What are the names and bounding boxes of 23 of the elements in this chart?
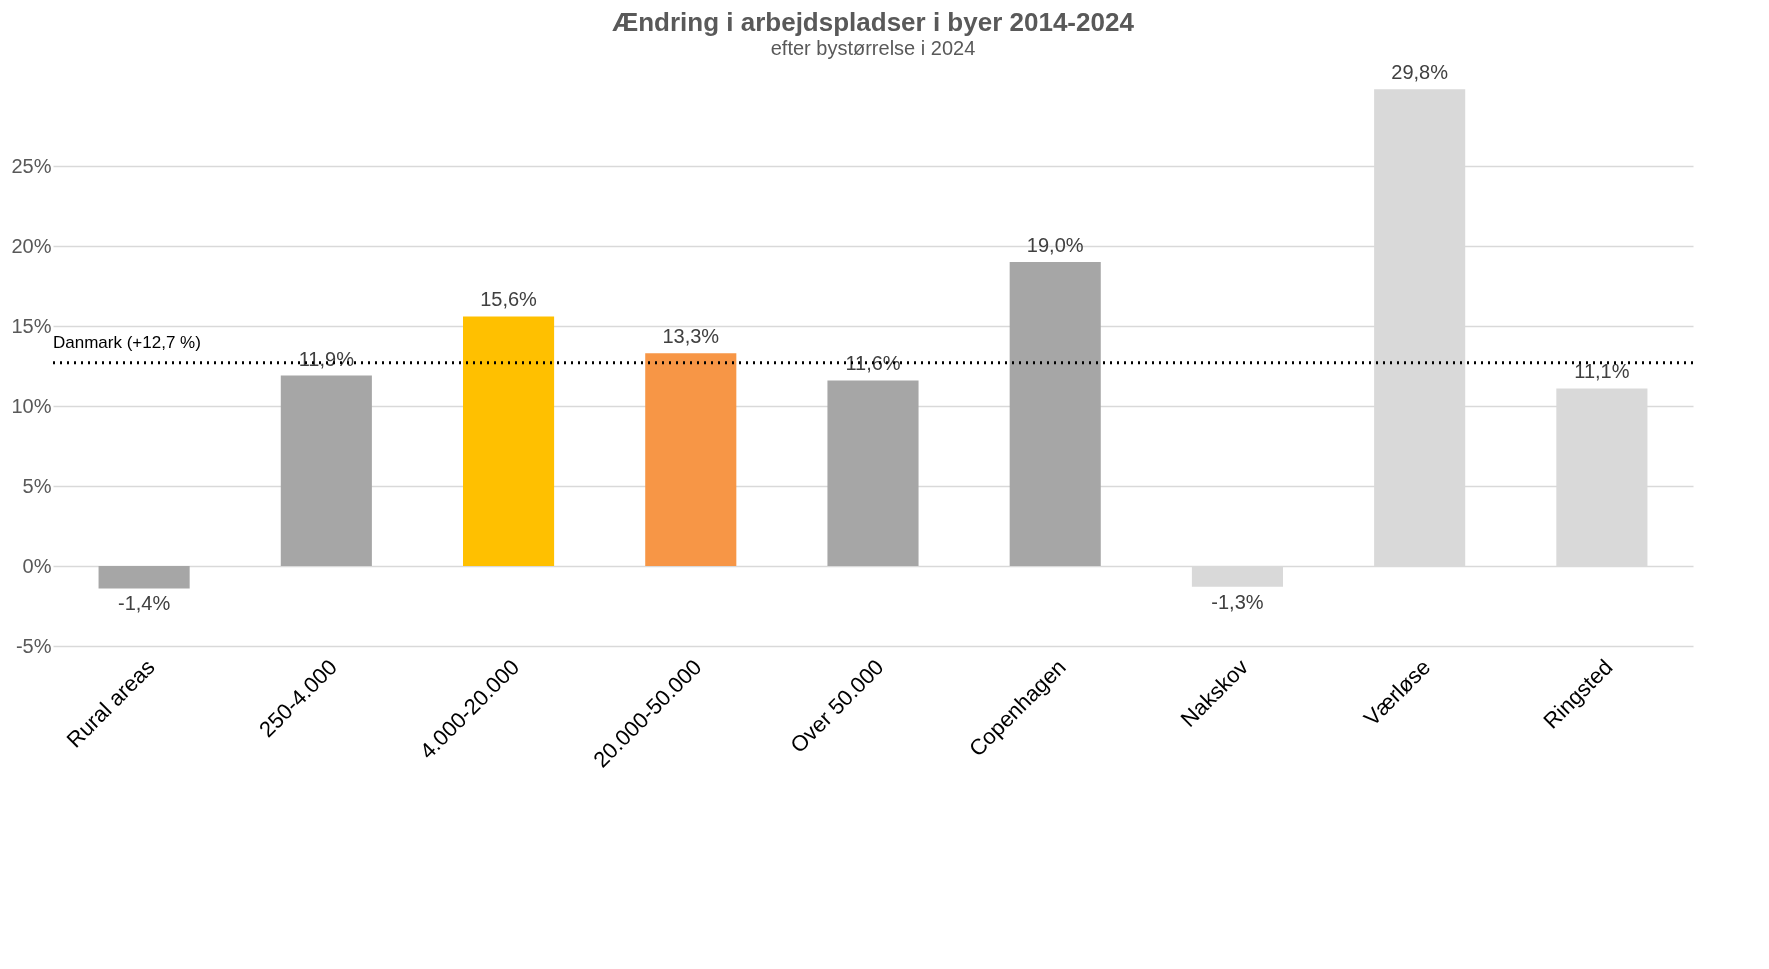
data-label: -1,4%	[117, 592, 171, 615]
bar	[280, 375, 372, 566]
data-label: 29,8%	[1391, 61, 1449, 84]
y-tick-label: 15%	[11, 314, 52, 337]
chart-subtitle: efter bystørrelse i 2024	[770, 37, 976, 60]
y-tick-label: 20%	[11, 234, 52, 257]
bar	[463, 316, 555, 566]
data-label: 19,0%	[1026, 234, 1084, 256]
bar	[98, 566, 190, 589]
ref-line-label: Danmark (+12,7 %)	[53, 332, 201, 352]
chart-title: Ændring i arbejdspladser i byer 2014-2024	[612, 7, 1135, 38]
y-tick-label: 10%	[11, 394, 52, 417]
y-tick-label: 0%	[22, 554, 52, 577]
bar	[645, 353, 737, 566]
data-label: -1,3%	[1211, 590, 1264, 613]
y-tick-label: -5%	[15, 634, 52, 657]
data-label: 13,3%	[662, 325, 720, 348]
data-label: 15,6%	[480, 288, 538, 311]
data-label: 11,1%	[1574, 360, 1630, 383]
bar	[827, 380, 919, 566]
bar	[1009, 262, 1101, 566]
y-tick-label: 5%	[22, 474, 52, 497]
y-tick-label: 25%	[11, 154, 52, 177]
